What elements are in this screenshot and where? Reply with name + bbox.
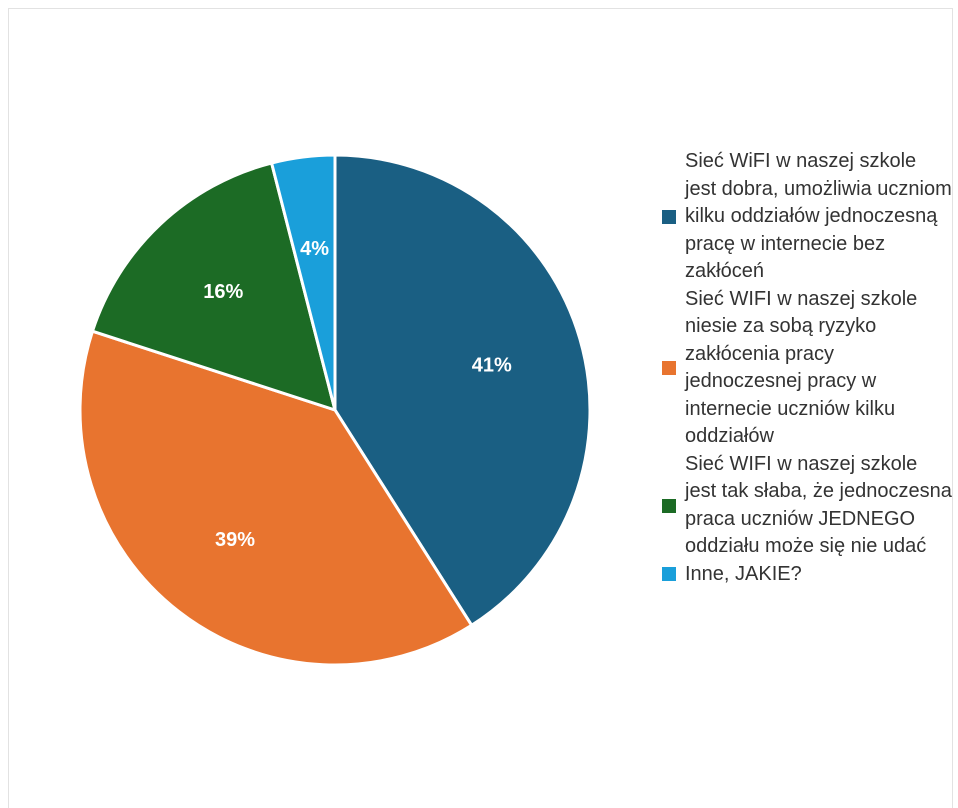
- slice-label-good: 41%: [472, 354, 512, 376]
- legend-label-weak: Sieć WIFI w naszej szkole jest tak słaba…: [685, 451, 952, 561]
- legend-swatch-risk: [662, 361, 676, 375]
- legend: Sieć WiFI w naszej szkole jest dobra, um…: [662, 148, 952, 588]
- slice-label-other: 4%: [300, 238, 329, 260]
- slice-label-risk: 39%: [215, 529, 255, 551]
- slice-label-weak: 16%: [203, 281, 243, 303]
- legend-item-other[interactable]: Inne, JAKIE?: [662, 561, 952, 589]
- legend-swatch-other: [662, 567, 676, 581]
- legend-item-good[interactable]: Sieć WiFI w naszej szkole jest dobra, um…: [662, 148, 952, 286]
- legend-swatch-good: [662, 210, 676, 224]
- legend-label-good: Sieć WiFI w naszej szkole jest dobra, um…: [685, 148, 952, 286]
- legend-item-risk[interactable]: Sieć WIFI w naszej szkole niesie za sobą…: [662, 286, 952, 451]
- legend-item-weak[interactable]: Sieć WIFI w naszej szkole jest tak słaba…: [662, 451, 952, 561]
- legend-label-risk: Sieć WIFI w naszej szkole niesie za sobą…: [685, 286, 952, 451]
- legend-label-other: Inne, JAKIE?: [685, 561, 802, 589]
- legend-swatch-weak: [662, 499, 676, 513]
